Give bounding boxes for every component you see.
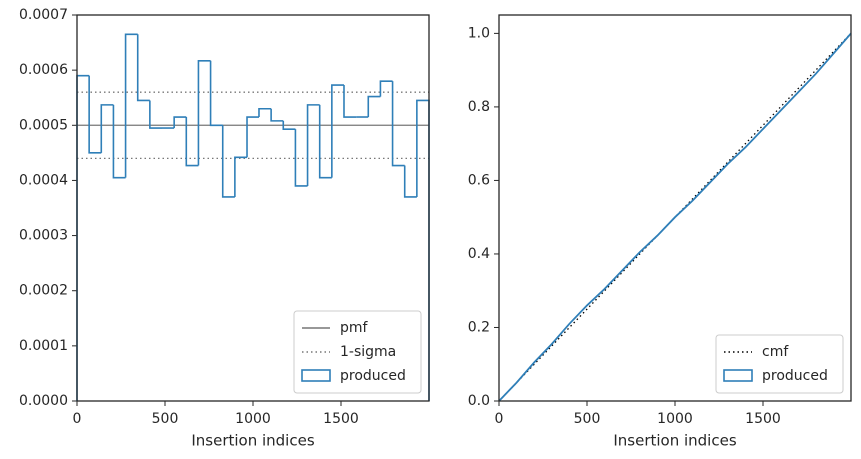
histogram-step — [270, 108, 284, 122]
y-tick-label: 0.4 — [468, 246, 490, 262]
histogram-step — [246, 116, 259, 158]
histogram-step — [149, 100, 163, 129]
x-tick-label: 1500 — [323, 411, 359, 427]
legend-swatch — [723, 369, 753, 382]
histogram-step — [124, 33, 138, 178]
y-tick-label: 0.0003 — [19, 228, 68, 244]
histogram-step — [258, 107, 272, 118]
histogram-step — [234, 156, 248, 197]
histogram-step — [185, 117, 199, 167]
histogram-step — [306, 104, 320, 186]
histogram-step — [88, 75, 102, 154]
x-tick-label: 1000 — [235, 411, 271, 427]
histogram-step — [379, 80, 393, 97]
y-tick-label: 0.0 — [468, 393, 490, 409]
x-tick-label: 1500 — [745, 411, 781, 427]
histogram-step — [367, 95, 381, 118]
y-tick-label: 0.0001 — [19, 338, 68, 354]
histogram-step — [197, 59, 211, 166]
y-tick-label: 1.0 — [468, 25, 490, 41]
legend-label: 1-sigma — [340, 344, 396, 360]
series-line — [498, 32, 852, 402]
legend-box — [715, 334, 844, 394]
legend-label: produced — [340, 368, 406, 384]
histogram-step — [343, 85, 357, 118]
x-tick-label: 500 — [574, 411, 601, 427]
histogram-step — [282, 120, 296, 130]
histogram-step — [331, 84, 344, 178]
y-tick-label: 0.0004 — [19, 172, 68, 188]
series-line — [498, 32, 852, 402]
histogram-step — [173, 116, 187, 129]
y-tick-label: 0.6 — [468, 172, 490, 188]
y-tick-label: 0.2 — [468, 319, 490, 335]
histogram-step — [136, 34, 150, 102]
y-tick-label: 0.0002 — [19, 283, 68, 299]
legend-box — [293, 310, 422, 394]
y-tick-label: 0.0000 — [19, 393, 68, 409]
y-tick-label: 0.0005 — [19, 117, 68, 133]
histogram-step — [100, 104, 114, 153]
y-tick-label: 0.8 — [468, 99, 490, 115]
x-tick-label: 1000 — [657, 411, 693, 427]
axes-frame — [76, 14, 430, 402]
y-tick-label: 0.0007 — [19, 7, 68, 23]
legend-swatch — [301, 369, 331, 382]
x-tick-label: 0 — [495, 411, 504, 427]
x-axis-label: Insertion indices — [191, 432, 314, 450]
histogram-step — [294, 129, 308, 187]
histogram-step — [403, 165, 417, 198]
axes-frame — [498, 14, 852, 402]
histogram-step — [318, 104, 332, 179]
legend-label: pmf — [340, 320, 369, 336]
x-axis-label: Insertion indices — [613, 432, 736, 450]
x-tick-label: 0 — [73, 411, 82, 427]
histogram-step — [76, 74, 90, 401]
legend-label: produced — [762, 368, 828, 384]
histogram-step — [221, 125, 235, 198]
legend-label: cmf — [762, 344, 789, 360]
histogram-step — [112, 104, 126, 179]
x-tick-label: 500 — [152, 411, 179, 427]
y-tick-label: 0.0006 — [19, 62, 68, 78]
histogram-step — [391, 81, 405, 167]
histogram-step — [209, 60, 223, 127]
